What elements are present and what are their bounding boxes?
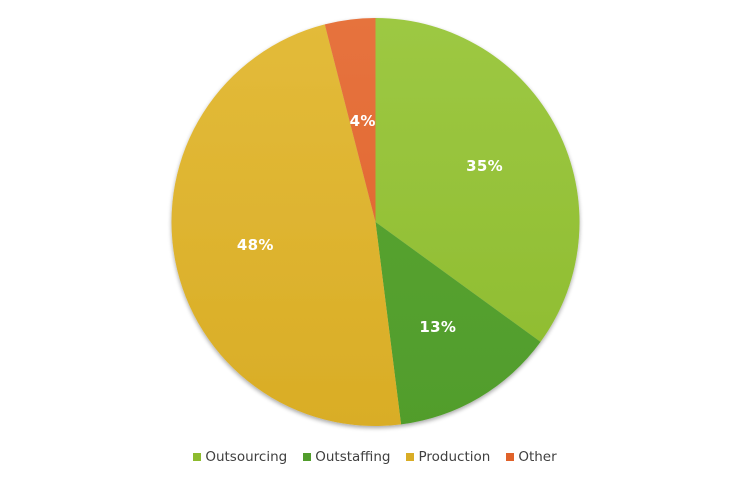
slice-label-other: 4%	[349, 111, 376, 130]
slice-label-outstaffing: 13%	[419, 318, 457, 337]
legend-label: Production	[418, 449, 491, 465]
legend-item-outstaffing[interactable]: Outstaffing	[303, 449, 390, 465]
slice-label-outsourcing: 35%	[466, 157, 503, 176]
legend-swatch-outsourcing	[193, 453, 202, 461]
pie-slice-outstaffing[interactable]	[375, 222, 541, 425]
legend-item-production[interactable]: Production	[406, 449, 490, 465]
pie-slice-other[interactable]	[324, 18, 376, 222]
legend-item-outsourcing[interactable]: Outsourcing	[193, 449, 287, 465]
legend-item-other[interactable]: Other	[506, 449, 557, 465]
legend-swatch-production	[406, 453, 415, 461]
legend-label: Outsourcing	[205, 449, 288, 465]
chart-legend: Outsourcing Outstaffing Production Other	[0, 449, 750, 465]
legend-label: Other	[518, 449, 557, 465]
legend-swatch-other	[506, 453, 515, 461]
legend-label: Outstaffing	[315, 449, 391, 465]
legend-swatch-outstaffing	[303, 453, 312, 461]
pie-slice-outsourcing[interactable]	[375, 18, 580, 342]
slice-label-production: 48%	[236, 235, 274, 254]
pie-slice-production[interactable]	[171, 24, 402, 426]
